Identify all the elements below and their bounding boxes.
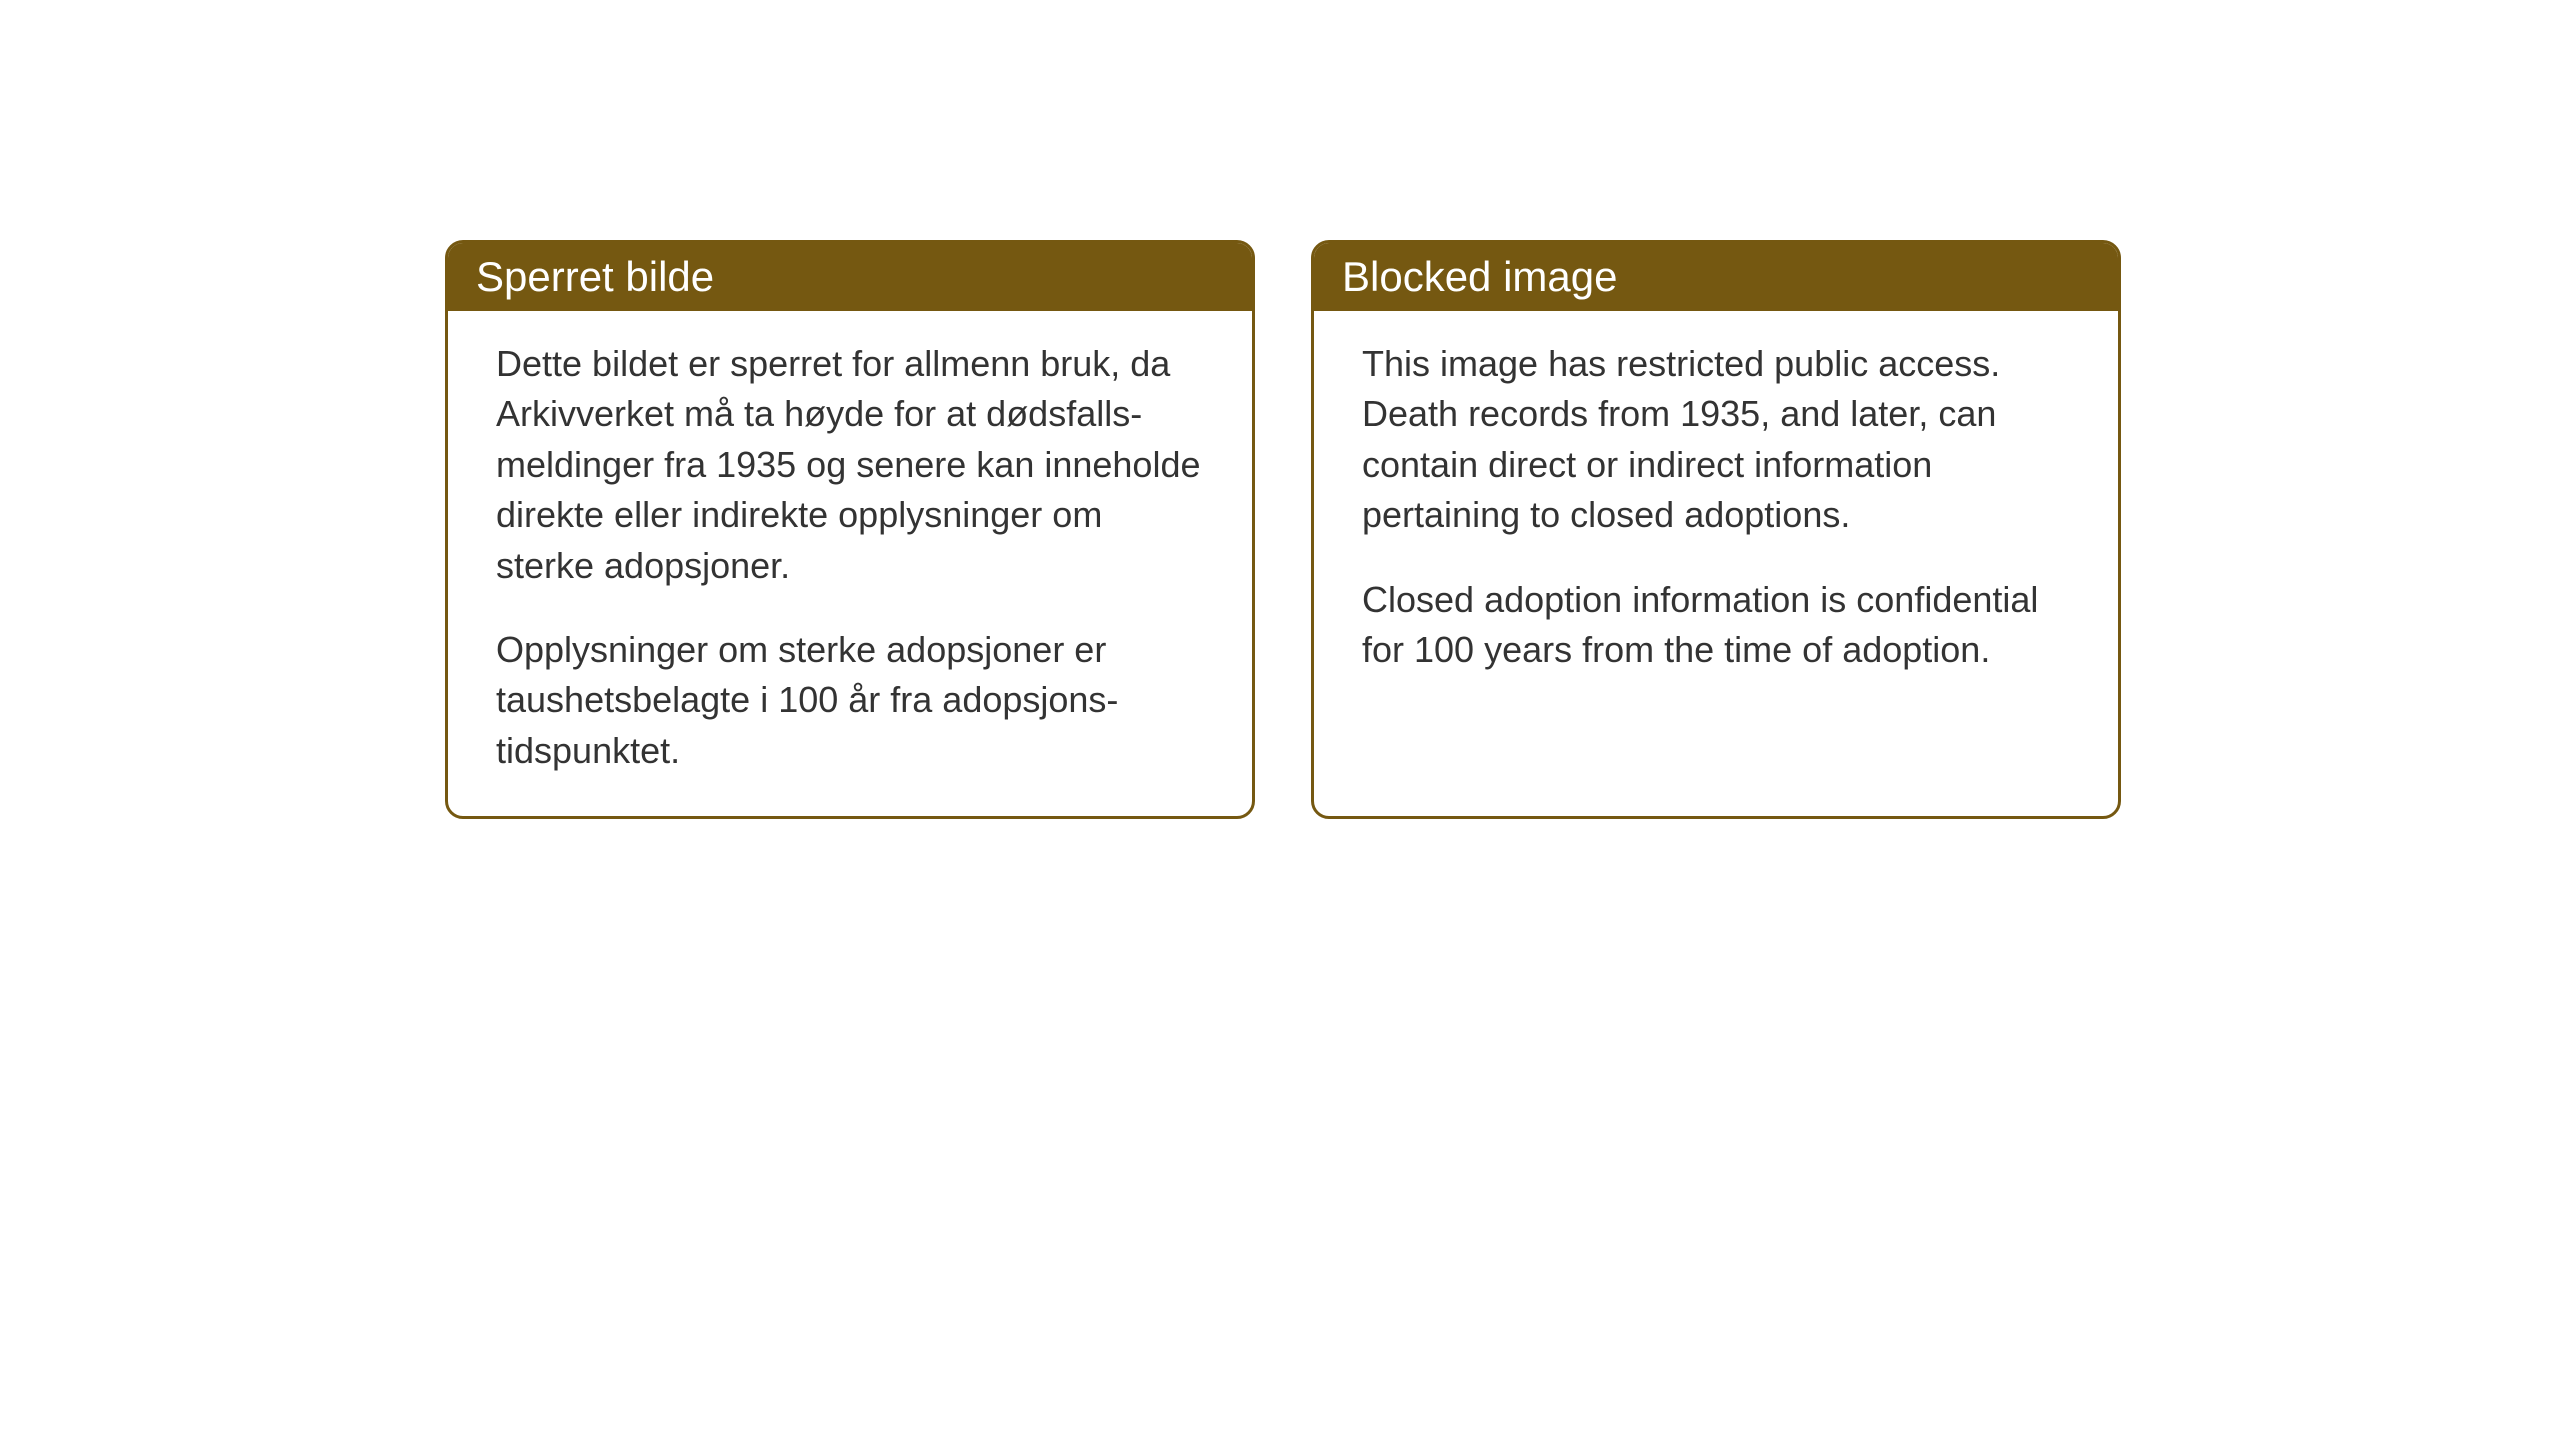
card-paragraph: Closed adoption information is confident…: [1362, 575, 2070, 676]
notice-card-norwegian: Sperret bilde Dette bildet er sperret fo…: [445, 240, 1255, 819]
card-header-english: Blocked image: [1314, 243, 2118, 311]
card-header-norwegian: Sperret bilde: [448, 243, 1252, 311]
card-title-english: Blocked image: [1342, 253, 1617, 300]
card-paragraph: This image has restricted public access.…: [1362, 339, 2070, 541]
notice-card-english: Blocked image This image has restricted …: [1311, 240, 2121, 819]
card-body-english: This image has restricted public access.…: [1314, 311, 2118, 816]
card-title-norwegian: Sperret bilde: [476, 253, 714, 300]
card-body-norwegian: Dette bildet er sperret for allmenn bruk…: [448, 311, 1252, 816]
card-paragraph: Opplysninger om sterke adopsjoner er tau…: [496, 625, 1204, 776]
notice-cards-container: Sperret bilde Dette bildet er sperret fo…: [445, 240, 2121, 819]
card-paragraph: Dette bildet er sperret for allmenn bruk…: [496, 339, 1204, 591]
